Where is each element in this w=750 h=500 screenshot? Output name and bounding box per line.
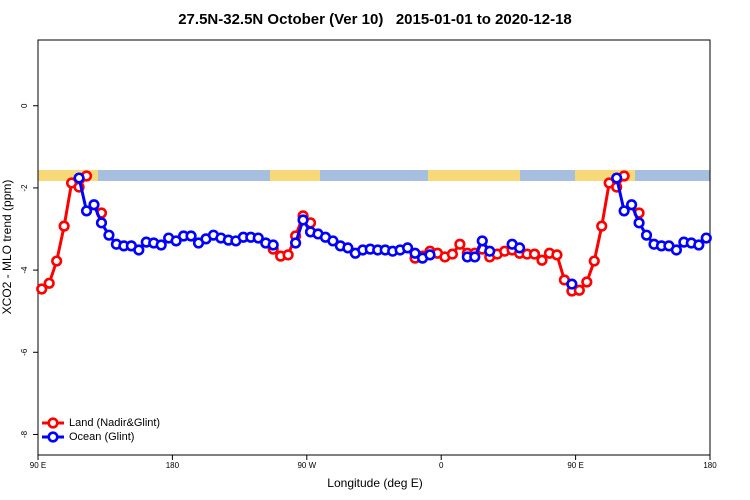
x-tick-label: 90 E [30, 461, 46, 470]
y-tick-label: -6 [20, 348, 29, 356]
x-tick-label: 180 [166, 461, 180, 470]
x-tick-label: 0 [439, 461, 444, 470]
point [95, 217, 108, 229]
point [133, 244, 145, 256]
land-strip [270, 170, 320, 181]
point [327, 235, 339, 247]
point [73, 172, 85, 184]
point [424, 249, 436, 261]
point [88, 199, 100, 211]
y-tick-label: 0 [20, 103, 29, 108]
map-strip [38, 170, 710, 181]
point [185, 230, 197, 242]
chart-title: 27.5N-32.5N October (Ver 10) 2015-01-01 … [178, 11, 572, 28]
point [581, 276, 593, 288]
point [640, 229, 653, 241]
legend-label: Ocean (Glint) [69, 431, 134, 443]
point [633, 217, 645, 229]
point [566, 278, 578, 290]
point [536, 254, 548, 266]
point [469, 251, 481, 263]
point [446, 248, 459, 260]
point [528, 248, 541, 260]
point [51, 255, 63, 267]
point [611, 172, 623, 184]
y-tick-label: -2 [20, 184, 29, 192]
point [103, 229, 115, 241]
land-strip [38, 170, 98, 181]
point [596, 220, 608, 232]
y-axis-label: XCO2 - MLO trend (ppm) [0, 180, 14, 315]
point [252, 232, 264, 244]
x-axis-label: Longitude (deg E) [327, 476, 422, 490]
legend-marker [47, 417, 59, 429]
point [625, 199, 638, 211]
ocean-strip [38, 170, 710, 181]
point [670, 244, 683, 256]
point [588, 255, 600, 267]
x-tick-label: 90 W [297, 461, 316, 470]
point [58, 220, 70, 232]
point [297, 214, 309, 226]
point [170, 235, 182, 247]
point [513, 242, 526, 254]
point [484, 245, 496, 257]
point [409, 247, 421, 259]
point [402, 242, 414, 254]
point [693, 239, 705, 251]
point [573, 284, 585, 296]
point [618, 205, 630, 217]
legend-marker [47, 431, 59, 443]
y-tick-label: -4 [20, 266, 29, 274]
point [267, 239, 279, 251]
point [43, 277, 55, 289]
point [80, 205, 93, 217]
y-tick-label: -8 [20, 430, 29, 438]
legend-label: Land (Nadir&Glint) [69, 417, 160, 429]
point [551, 249, 563, 261]
land-strip [428, 170, 520, 181]
x-tick-label: 180 [703, 461, 717, 470]
x-tick-label: 90 E [567, 461, 583, 470]
point [290, 237, 302, 249]
point [342, 242, 354, 254]
point [454, 238, 466, 250]
land-strip [575, 170, 635, 181]
plot-frame [37, 39, 711, 456]
point [36, 283, 48, 295]
point [700, 232, 712, 244]
point [155, 239, 167, 251]
point [476, 235, 488, 247]
point [282, 249, 294, 261]
